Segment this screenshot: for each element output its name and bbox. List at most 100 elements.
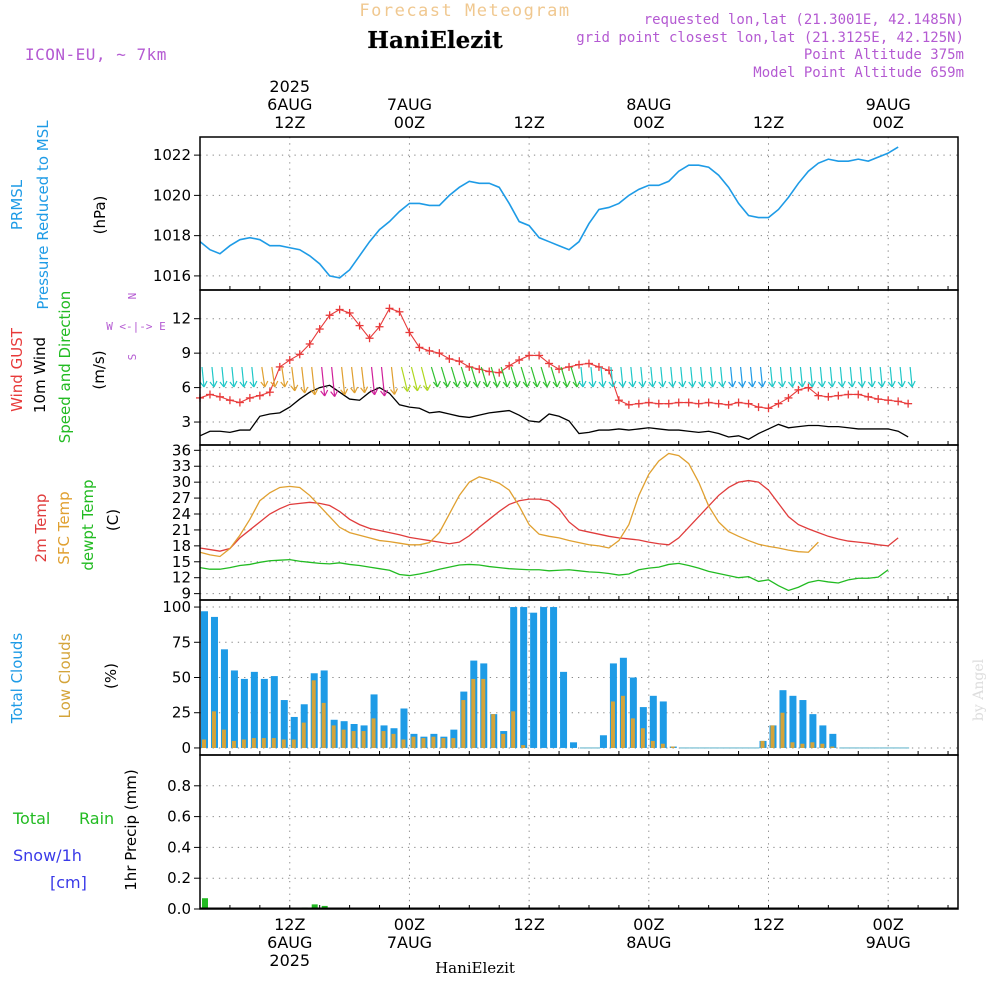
low-cloud-bar xyxy=(241,739,246,748)
wind-arrow xyxy=(768,366,777,388)
low-cloud-bar xyxy=(760,740,765,748)
y-tick-label: 1022 xyxy=(153,146,191,164)
bottom-time-label: 2025 xyxy=(269,951,310,970)
wind-arrow xyxy=(280,366,289,388)
gust-marker xyxy=(744,399,753,408)
low-cloud-bar xyxy=(820,743,825,748)
y-tick-label: 36 xyxy=(172,441,191,459)
gust-marker xyxy=(525,351,534,360)
wind-arrow xyxy=(219,366,228,388)
total-cloud-bar xyxy=(629,677,637,748)
wind-arrow xyxy=(907,366,916,388)
gust-marker xyxy=(395,307,404,316)
wind-arrow xyxy=(410,366,421,392)
panel-frame xyxy=(199,754,959,910)
gust-marker xyxy=(255,391,264,400)
gust-marker xyxy=(455,357,464,366)
top-time-label: 12Z xyxy=(513,113,544,132)
top-time-label: 2025 xyxy=(269,77,310,96)
low-cloud-bar xyxy=(321,702,326,748)
gust-label: Wind GUST xyxy=(8,327,26,412)
wind-arrow xyxy=(490,366,501,388)
wind-arrow xyxy=(229,366,238,388)
wind-arrow xyxy=(857,366,866,388)
y-tick-label: 0.6 xyxy=(167,808,191,826)
total-cloud-bar xyxy=(530,612,538,748)
total-cloud-bar xyxy=(270,676,278,748)
wind-arrow xyxy=(530,366,541,388)
wind-arrow xyxy=(688,366,697,388)
y-tick-label: 50 xyxy=(172,669,191,687)
low-cloud-bar xyxy=(461,700,466,748)
total-cloud-bar xyxy=(550,607,558,748)
gust-marker xyxy=(335,305,344,314)
gust-marker xyxy=(884,396,893,405)
wind-arrow xyxy=(668,366,677,388)
total-cloud-bar xyxy=(819,725,827,748)
low-cloud-bar xyxy=(291,739,296,748)
gust-marker xyxy=(275,362,284,371)
wind-arrow xyxy=(400,366,412,392)
gust-marker xyxy=(754,403,763,412)
gust-marker xyxy=(285,356,294,365)
wind-arrow xyxy=(648,366,657,388)
top-time-label: 8AUG xyxy=(626,95,671,114)
gust-marker xyxy=(654,399,663,408)
gust-marker xyxy=(215,392,224,401)
total-cloud-bar xyxy=(230,670,238,748)
low-cloud-bar xyxy=(630,718,635,748)
bottom-time-label: 9AUG xyxy=(866,933,911,952)
wind-arrow xyxy=(320,366,329,397)
gust-marker xyxy=(495,368,504,377)
gust-marker xyxy=(614,396,623,405)
footer-location: HaniElezit xyxy=(435,959,515,977)
bottom-time-label: 8AUG xyxy=(626,933,671,952)
sfc-temp-line xyxy=(199,452,819,558)
wind-arrow xyxy=(420,366,431,391)
gust-marker xyxy=(704,398,713,407)
low-cloud-bar xyxy=(810,742,815,748)
y-tick-label: 15 xyxy=(172,553,191,571)
gridpoint-coords: grid point closest lon,lat (21.3125E, 42… xyxy=(576,30,964,46)
panel-frame xyxy=(199,444,959,601)
gust-marker xyxy=(545,359,554,368)
total-cloud-bar xyxy=(560,671,568,748)
gust-marker xyxy=(634,399,643,408)
low-cloud-bar xyxy=(770,725,775,748)
low-cloud-bar xyxy=(451,738,456,748)
panel-wind xyxy=(194,290,958,445)
low-cloud-bar xyxy=(790,742,795,748)
total-cloud-bar xyxy=(570,742,578,748)
low-cloud-bar xyxy=(431,736,436,748)
y-tick-label: 18 xyxy=(172,537,191,555)
panel-frame xyxy=(199,136,959,291)
wind-arrow xyxy=(450,366,461,388)
total-cloud-bar xyxy=(649,695,657,748)
gust-marker xyxy=(505,361,514,370)
low-cloud-bar xyxy=(620,695,625,748)
wind-speed-line xyxy=(199,384,909,440)
gust-marker xyxy=(824,392,833,401)
top-time-label: 12Z xyxy=(274,113,305,132)
chart-title: Forecast Meteogram xyxy=(359,1,570,21)
gust-marker xyxy=(365,334,374,343)
low-cloud-bar xyxy=(481,678,486,748)
total-cloud-bar xyxy=(540,607,548,748)
wind-arrow xyxy=(440,366,451,388)
gust-marker xyxy=(874,395,883,404)
total-cloud-bar xyxy=(240,678,248,748)
wind-arrow xyxy=(500,366,511,388)
wind-arrow xyxy=(540,366,551,388)
low-cloud-bar xyxy=(381,731,386,748)
total-cloud-bar xyxy=(829,733,837,748)
gust-marker xyxy=(575,360,583,369)
gust-marker xyxy=(664,399,673,408)
total-cloud-bar xyxy=(280,700,288,748)
low-cloud-bar xyxy=(351,731,356,748)
wind-arrow xyxy=(628,366,637,388)
low-cloud-bar xyxy=(521,745,526,748)
y-tick-label: 0.2 xyxy=(167,869,191,887)
wind-arrow xyxy=(588,366,597,388)
wind-label: 10m Wind xyxy=(31,337,49,413)
wind-arrow xyxy=(470,366,481,388)
